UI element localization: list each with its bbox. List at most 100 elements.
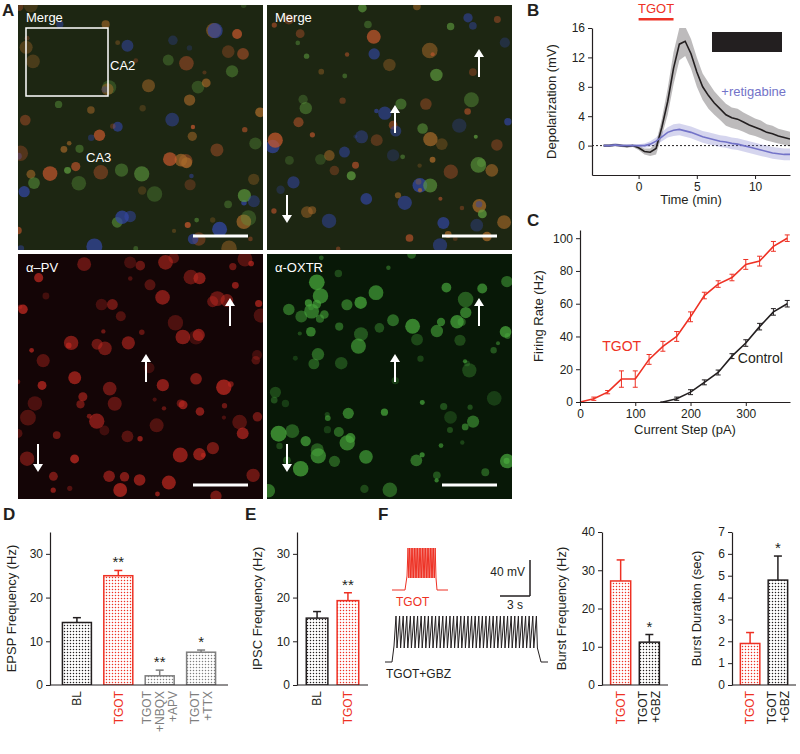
plot-area <box>306 593 358 685</box>
cell <box>196 407 205 416</box>
tick-mark <box>728 532 732 533</box>
tick: 0 <box>283 678 297 692</box>
tick-label: 10 <box>277 635 291 649</box>
tick: 10 <box>30 635 50 649</box>
cell <box>500 326 512 338</box>
cell <box>450 315 464 329</box>
cell <box>422 43 438 59</box>
micrograph <box>18 254 263 499</box>
cell <box>500 37 510 47</box>
cell <box>18 305 28 315</box>
error-bar <box>660 341 665 351</box>
cell <box>447 23 454 30</box>
cell <box>208 23 223 38</box>
cell <box>89 414 104 429</box>
cell <box>406 234 414 242</box>
cell <box>210 490 221 499</box>
cell <box>222 403 227 408</box>
panel-a: AMergeCA2CA3Mergeα–PVα-OXTR <box>2 0 514 502</box>
error-bar <box>688 312 693 322</box>
cell <box>108 397 122 411</box>
scale-bar <box>193 235 248 238</box>
cell <box>490 347 496 353</box>
cell <box>325 415 331 421</box>
cell <box>29 348 34 353</box>
cell <box>255 107 263 117</box>
cell <box>478 209 487 218</box>
cell <box>184 270 199 285</box>
tick-mark <box>588 146 592 147</box>
error-bar <box>114 570 122 575</box>
cell <box>71 162 80 171</box>
micrograph <box>267 254 512 499</box>
cell <box>122 430 134 442</box>
error-bar <box>647 354 652 364</box>
tick-mark <box>728 685 732 686</box>
significance: ** <box>112 553 124 570</box>
cell <box>142 79 155 92</box>
panel-letter: D <box>3 505 15 524</box>
cell <box>163 152 177 166</box>
series-line <box>604 41 790 152</box>
cell <box>452 118 466 132</box>
cell <box>410 454 422 466</box>
cell <box>387 314 399 326</box>
axis-line <box>592 29 593 176</box>
error-bar <box>617 560 625 581</box>
tick: 20 <box>560 363 580 377</box>
tick-label: 2 <box>718 635 725 649</box>
scale-bar <box>500 595 530 597</box>
cell <box>268 133 283 148</box>
cell <box>340 435 355 450</box>
tick-mark <box>598 647 602 648</box>
tick: 0 <box>718 678 732 692</box>
cell <box>386 265 390 269</box>
cell <box>293 461 309 477</box>
significance: ** <box>154 653 166 670</box>
bar <box>145 676 174 685</box>
tick: 100 <box>553 232 580 246</box>
tick: 30 <box>277 547 297 561</box>
tick-label: 0 <box>588 678 595 692</box>
cell <box>364 21 372 29</box>
error-bar <box>771 309 776 316</box>
category-label: TGOT <box>112 690 126 724</box>
cell <box>70 454 79 463</box>
axis-line <box>602 533 603 686</box>
y-axis: 0102030 <box>277 533 298 693</box>
tick-mark <box>46 598 50 599</box>
tick: 1 <box>718 656 732 670</box>
tick: 10 <box>749 175 763 194</box>
cell <box>353 134 357 138</box>
inset-trace <box>712 32 782 52</box>
tick-label: 30 <box>30 547 44 561</box>
cell <box>241 5 247 8</box>
image-background <box>18 5 263 250</box>
trace-label: TGOT+GBZ <box>386 667 451 681</box>
cell <box>285 424 299 438</box>
image-label: CA2 <box>110 58 135 73</box>
cell <box>76 400 84 408</box>
cell <box>335 270 342 277</box>
cell <box>469 22 477 30</box>
tick: 0 <box>578 139 592 153</box>
cell <box>139 105 145 111</box>
tick: 2 <box>718 635 732 649</box>
cell <box>296 29 305 38</box>
cell <box>232 415 247 430</box>
cell <box>496 341 500 345</box>
bar <box>740 643 759 685</box>
error-bar <box>633 371 638 387</box>
tick-label: 100 <box>626 407 646 421</box>
cell <box>267 484 275 498</box>
cell <box>173 448 188 463</box>
tick-label: 6 <box>718 547 725 561</box>
tick-mark <box>728 554 732 555</box>
cell <box>298 95 307 104</box>
cell <box>439 443 444 448</box>
tick-mark <box>576 238 580 239</box>
tick: 5 <box>694 175 701 194</box>
cell <box>246 469 259 482</box>
cell <box>53 431 61 439</box>
cell <box>467 416 479 428</box>
